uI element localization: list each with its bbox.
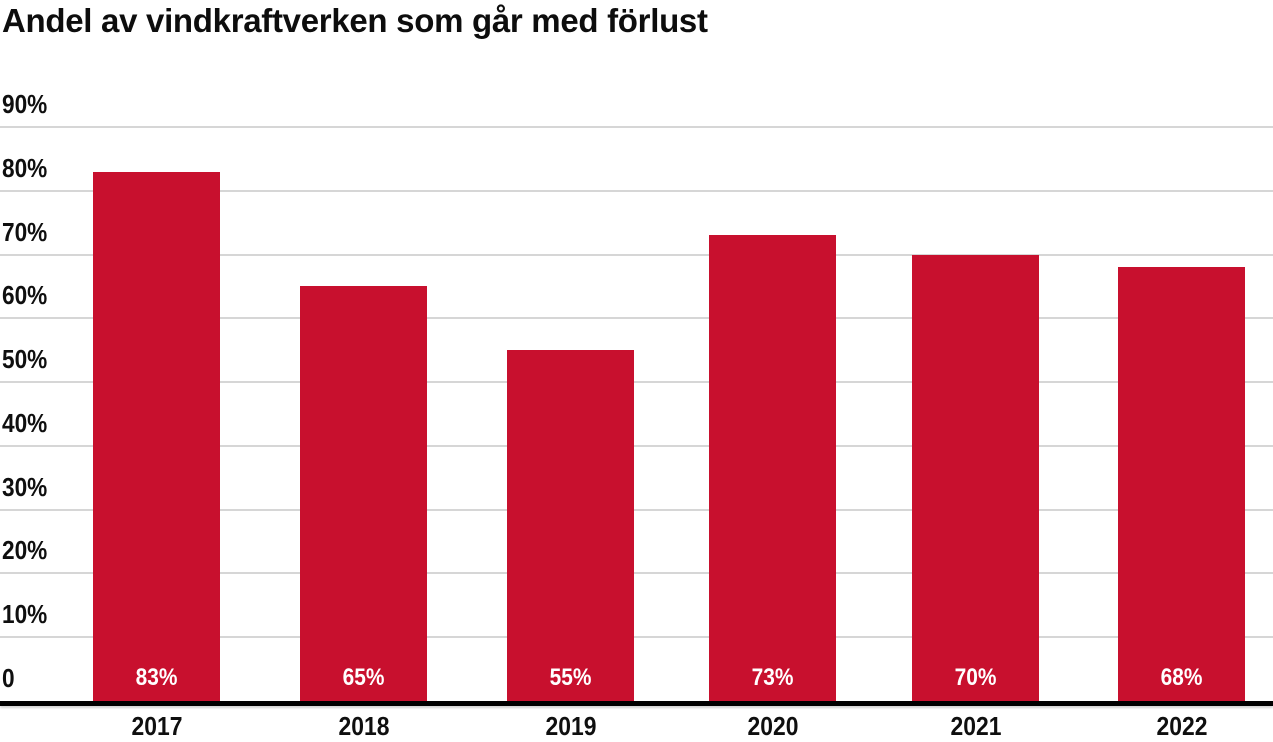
bar-2019: 55% bbox=[507, 350, 634, 701]
bar-2017: 83% bbox=[93, 171, 220, 701]
bar-value-label: 70% bbox=[954, 663, 997, 691]
x-axis-category-label: 2022 bbox=[1156, 711, 1207, 741]
y-axis-tick-label: 50% bbox=[2, 344, 48, 375]
bar-value-label: 83% bbox=[135, 663, 178, 691]
gridline bbox=[0, 126, 1273, 128]
x-axis-category-label: 2018 bbox=[338, 711, 389, 741]
y-axis-tick-label: 30% bbox=[2, 471, 48, 502]
y-axis-tick-label: 80% bbox=[2, 152, 48, 183]
y-axis-tick-label: 10% bbox=[2, 599, 48, 630]
y-axis-tick-label: 90% bbox=[2, 89, 48, 119]
bar-2021: 70% bbox=[912, 254, 1039, 701]
gridline bbox=[0, 636, 1273, 639]
y-axis-tick-label: 0 bbox=[2, 663, 15, 693]
bar-2020: 73% bbox=[709, 235, 836, 701]
gridline bbox=[0, 444, 1273, 447]
gridline bbox=[0, 317, 1273, 320]
bar-value-label: 55% bbox=[549, 663, 592, 691]
chart-title: Andel av vindkraftverken som går med för… bbox=[2, 2, 708, 39]
y-axis-tick-label: 60% bbox=[2, 280, 48, 311]
x-axis-category-label: 2019 bbox=[545, 711, 596, 741]
gridline bbox=[0, 189, 1273, 192]
gridline bbox=[0, 572, 1273, 575]
bar-value-label: 73% bbox=[751, 663, 794, 691]
gridline bbox=[0, 508, 1273, 511]
x-axis-category-label: 2021 bbox=[950, 711, 1001, 741]
x-axis-line bbox=[0, 701, 1273, 706]
bar-2018: 65% bbox=[300, 286, 427, 701]
y-axis-tick-label: 20% bbox=[2, 535, 48, 566]
x-axis-category-label: 2017 bbox=[131, 711, 182, 741]
bar-value-label: 65% bbox=[342, 663, 385, 691]
y-axis-tick-label: 70% bbox=[2, 216, 48, 247]
y-axis-tick-label: 40% bbox=[2, 407, 48, 438]
bar-value-label: 68% bbox=[1160, 663, 1203, 691]
bar-2022: 68% bbox=[1118, 267, 1245, 701]
gridline bbox=[0, 381, 1273, 384]
gridline bbox=[0, 253, 1273, 256]
x-axis-category-label: 2020 bbox=[747, 711, 798, 741]
